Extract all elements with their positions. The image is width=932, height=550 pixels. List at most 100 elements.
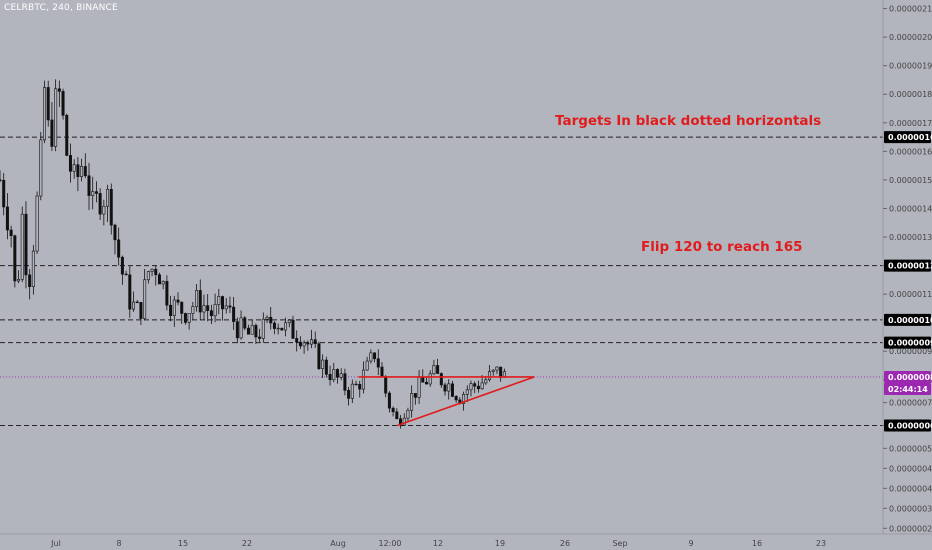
candle-body [232,306,236,322]
candle-body [365,360,369,371]
y-tick-label: 0.00000042 [889,484,932,493]
candle-body [113,224,117,241]
y-tick-label: 0.00000028 [889,524,932,533]
candle-body [376,358,380,368]
candle-body [328,374,332,381]
candle-body [68,155,72,172]
svg-text:0.00000064: 0.00000064 [888,421,932,430]
y-tick-label: 0.00000072 [889,399,932,408]
candle-body [57,88,61,92]
candle-body [202,305,206,313]
svg-text:02:44:14: 02:44:14 [888,385,928,394]
svg-text:0.00000120: 0.00000120 [888,262,932,271]
candle-body [424,381,428,385]
candle-body [165,281,169,306]
y-axis-panel [883,0,932,550]
candle-body [298,341,302,347]
candle-body [287,319,291,324]
candle-body [5,206,9,231]
x-tick-label: 22 [242,539,252,548]
candle-body [402,417,406,426]
x-axis-panel [0,534,932,550]
candle-body [132,301,136,310]
candle-body [24,213,28,276]
candle-body [373,352,377,360]
candle-body [361,369,365,390]
candle-body [50,119,54,147]
candle-body [462,394,466,404]
candle-body [417,377,421,398]
candle-body [35,195,39,252]
svg-text:0.00000093: 0.00000093 [888,339,932,348]
candle-body [443,384,447,392]
current-price-tag: 0.00000081 [884,370,932,383]
candle-body [302,342,306,347]
candle-body [339,373,343,378]
candle-body [347,390,351,399]
x-tick-label: 12 [433,539,443,548]
candle-body [76,164,80,177]
x-axis[interactable]: Jul 8 15 22 Aug 12:00 12 19 26 Sep 9 16 23 [0,533,932,550]
candle-body [87,175,91,196]
candle-body [102,205,106,215]
candle-body [413,393,417,398]
candle-body [65,114,69,156]
candle-body [317,343,321,369]
candle-body [473,383,477,387]
candle-body [380,366,384,377]
candle-body [450,383,454,397]
x-tick-label: 12:00 [378,539,401,548]
candle-body [335,369,339,378]
candle-body [295,338,299,343]
candle-body [358,384,362,390]
annotation-flip: Flip 120 to reach 165 [641,239,803,255]
level-price-tag: 0.00000165 [884,131,932,144]
candle-body [20,213,24,280]
candle-body [128,274,132,310]
candle-body [265,316,269,320]
candle-body [239,317,243,339]
x-tick-label: Aug [330,539,346,548]
x-tick-label: 15 [178,539,188,548]
candle-body [169,304,173,316]
candle-body [139,302,143,319]
candle-body [106,189,110,207]
candle-body [209,310,213,317]
candle-body [306,342,310,345]
candle-body [46,87,50,121]
level-price-tag: 0.00000120 [884,259,932,272]
candle-body [180,301,184,314]
candle-body [369,352,373,362]
candle-body [143,279,147,319]
candle-body [161,281,165,285]
candle-body [343,373,347,391]
trendline-triangle-bottom[interactable] [397,376,535,427]
price-series [0,79,506,429]
candle-body [480,382,484,390]
candle-body [0,179,2,182]
candle-body [206,305,210,311]
x-tick-label: 26 [560,539,570,548]
candle-body [495,366,499,371]
candle-body [491,369,495,372]
candle-body [406,409,410,419]
candle-body [31,250,35,287]
candle-body [272,322,276,329]
trendlines [358,376,535,427]
candle-body [217,296,221,305]
candle-body [432,365,436,375]
candle-body [410,393,414,411]
candle-body [269,316,273,324]
candle-body [291,319,295,339]
candle-body [465,389,469,395]
candle-body [324,359,328,375]
annotation-targets: Targets In black dotted horizontals [555,113,822,129]
